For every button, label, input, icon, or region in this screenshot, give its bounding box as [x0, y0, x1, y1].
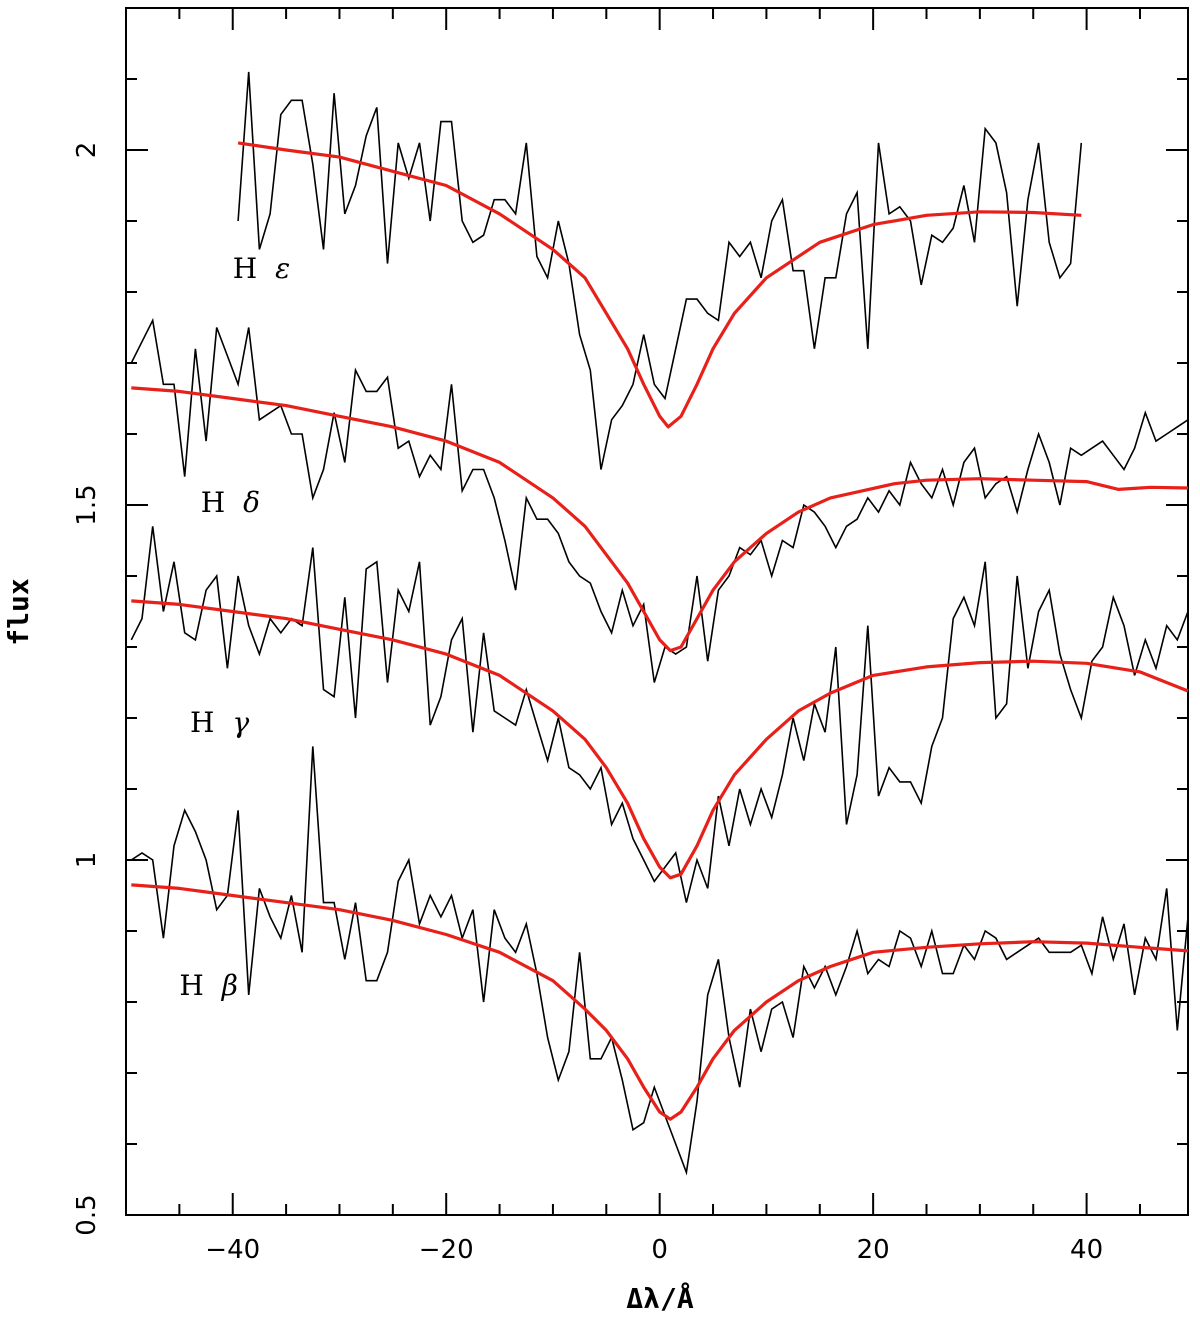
observed-spectrum-line [130, 526, 1189, 903]
axes: −40 −20 0 20 40 0.5 1 1.5 2 [72, 7, 1189, 1265]
series-layer [130, 71, 1189, 1176]
y-tick-label: 1.5 [72, 484, 102, 525]
x-tick-label: 20 [857, 1235, 890, 1265]
y-axis-title: flux [2, 578, 35, 646]
model-fit-line [237, 141, 1082, 429]
y-tick-label: 1 [72, 852, 102, 869]
y-tick-label: 2 [72, 142, 102, 159]
x-axis-title: Δλ/Å [626, 1281, 694, 1315]
observed-spectrum-line [237, 71, 1083, 470]
model-fit-line [131, 883, 1189, 1121]
model-fit-line [131, 386, 1189, 653]
observed-spectrum-line [130, 317, 1189, 683]
x-tick-label: −40 [205, 1235, 260, 1265]
model-fit-line [131, 599, 1189, 880]
x-tick-label: 0 [651, 1235, 668, 1265]
observed-spectrum-line [130, 746, 1189, 1176]
plot-frame [125, 7, 1189, 1216]
y-tick-label: 0.5 [72, 1194, 102, 1235]
x-tick-label: −20 [419, 1235, 474, 1265]
x-tick-label: 40 [1070, 1235, 1103, 1265]
